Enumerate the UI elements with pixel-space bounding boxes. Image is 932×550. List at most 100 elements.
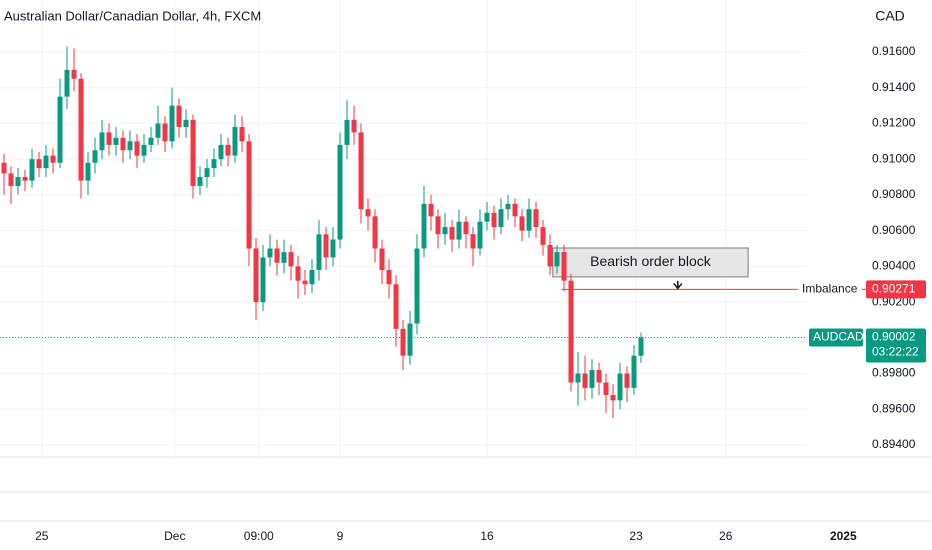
- candle-body: [148, 137, 154, 145]
- candle-body: [22, 177, 28, 181]
- candle-body: [43, 155, 49, 169]
- candle-body: [400, 328, 406, 356]
- y-tick-label: 0.89600: [872, 401, 916, 415]
- candle-body: [456, 221, 462, 240]
- candle-body: [512, 203, 518, 217]
- candle-body: [463, 221, 469, 235]
- candle-body: [610, 395, 616, 401]
- candle-body: [85, 162, 91, 181]
- candle-body: [582, 373, 588, 388]
- y-tick-label: 0.91400: [872, 80, 916, 94]
- y-tick-label: 0.89400: [872, 437, 916, 451]
- symbol-badge: [809, 328, 863, 347]
- price-badge-label: 0.90002: [872, 330, 916, 344]
- candle-body: [323, 234, 329, 258]
- candle-body: [442, 227, 448, 235]
- candle-body: [603, 382, 609, 396]
- candle-body: [71, 69, 77, 79]
- candle-body: [393, 284, 399, 329]
- candle-body: [169, 105, 175, 142]
- candle-body: [113, 137, 119, 145]
- candle-body: [568, 280, 574, 383]
- price-badge: [866, 328, 926, 363]
- candle-body: [596, 369, 602, 383]
- candle-body: [547, 244, 553, 267]
- candle-body: [484, 212, 490, 222]
- currency-label[interactable]: CAD: [875, 8, 905, 24]
- y-tick-label: 0.90600: [872, 223, 916, 237]
- x-tick-label: 9: [337, 529, 344, 543]
- candle-body: [477, 221, 483, 249]
- candle-body: [309, 269, 315, 285]
- order-block-label: Bearish order block: [590, 253, 712, 269]
- candle-body: [561, 252, 567, 281]
- currency-button[interactable]: [866, 4, 928, 30]
- y-tick-label: 0.90800: [872, 187, 916, 201]
- candle-body: [197, 177, 203, 186]
- x-tick-label: 16: [480, 529, 494, 543]
- candle-body: [358, 132, 364, 210]
- candle-body: [575, 373, 581, 383]
- candle-body: [302, 280, 308, 285]
- candle-body: [29, 159, 35, 181]
- candle-body: [239, 127, 245, 142]
- candle-body: [498, 209, 504, 228]
- imbalance-label-bg: [798, 280, 862, 299]
- x-tick-label: Dec: [164, 529, 185, 543]
- imbalance-label: Imbalance: [802, 282, 858, 296]
- candle-body: [78, 78, 84, 181]
- candle-body: [638, 337, 644, 356]
- candle-body: [162, 123, 168, 142]
- candle-body: [351, 119, 357, 133]
- y-tick-label: 0.90400: [872, 259, 916, 273]
- candle-body: [253, 248, 259, 303]
- candle-body: [274, 248, 280, 263]
- candle-body: [92, 150, 98, 163]
- candle-body: [127, 141, 133, 151]
- candle-body: [330, 239, 336, 258]
- candle-body: [183, 119, 189, 128]
- candle-body: [288, 252, 294, 267]
- candle-body: [211, 159, 217, 169]
- x-tick-label: 26: [719, 529, 733, 543]
- candle-body: [8, 173, 14, 186]
- candle-body: [64, 69, 70, 97]
- candle-body: [505, 203, 511, 210]
- candle-body: [141, 144, 147, 156]
- candle-body: [134, 141, 140, 156]
- symbol-badge-label: AUDCAD: [813, 330, 864, 344]
- candle-body: [316, 234, 322, 270]
- y-tick-label: 0.91200: [872, 116, 916, 130]
- candle-body: [421, 203, 427, 249]
- x-tick-label: 09:00: [244, 529, 274, 543]
- candle-body: [295, 266, 301, 281]
- imbalance-badge-label: 0.90271: [872, 282, 916, 296]
- candle-body: [1, 162, 7, 174]
- candle-body: [449, 227, 455, 240]
- candle-body: [218, 144, 224, 160]
- candle-body: [540, 227, 546, 245]
- plot: [0, 46, 866, 419]
- chart-title: Australian Dollar/Canadian Dollar, 4h, F…: [4, 8, 261, 23]
- candle-body: [50, 155, 56, 163]
- candle-body: [120, 137, 126, 151]
- candle-body: [386, 269, 392, 285]
- candle-body: [519, 216, 525, 231]
- order-block: [552, 247, 749, 278]
- candle-body: [379, 248, 385, 270]
- candle-body: [99, 132, 105, 151]
- countdown-label: 03:22:22: [872, 345, 919, 359]
- candle-body: [15, 177, 21, 186]
- candle-body: [491, 212, 497, 228]
- candle-body: [190, 119, 196, 186]
- candle-body: [554, 252, 560, 267]
- imbalance-arrow: [673, 280, 683, 290]
- candle-body: [344, 119, 350, 145]
- candle-body: [533, 209, 539, 228]
- candle-body: [526, 209, 532, 231]
- y-tick-label: 0.91000: [872, 151, 916, 165]
- candle-body: [435, 216, 441, 235]
- candle-body: [267, 248, 273, 258]
- candle-body: [225, 144, 231, 156]
- candle-body: [589, 369, 595, 388]
